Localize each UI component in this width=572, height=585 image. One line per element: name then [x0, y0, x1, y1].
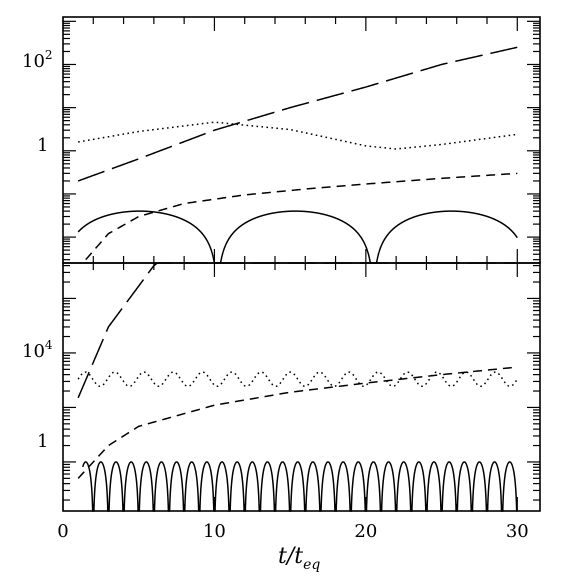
top-axis-ticks: [62, 17, 540, 263]
bottom-axis-frame: [62, 262, 541, 512]
bottom-axis-ticks: [62, 263, 540, 511]
top-ytick-label-100: 102: [22, 48, 53, 72]
bottom-ytick-label-10000: 104: [22, 338, 53, 362]
x-tick-label-30: 30: [506, 521, 529, 542]
top-panel: 102 1: [22, 16, 541, 264]
bottom-series-solid: [81, 461, 518, 512]
bottom-series-dotted: [77, 371, 518, 388]
top-ytick-label-1: 1: [37, 135, 48, 156]
bottom-series-short-dash: [77, 366, 518, 479]
x-tick-label-20: 20: [354, 521, 377, 542]
x-tick-labels: 0 10 20 30: [57, 521, 528, 542]
bottom-series-long-dash: [77, 262, 518, 399]
top-series-dotted: [78, 121, 518, 150]
bottom-series: [77, 262, 518, 512]
top-series-solid: [77, 210, 518, 264]
x-axis-label: t/teq: [278, 544, 320, 573]
top-axis-frame: [62, 16, 541, 264]
top-series-long-dash: [77, 46, 518, 182]
bottom-ytick-label-1: 1: [37, 431, 48, 452]
bottom-panel: 104 1: [22, 262, 541, 512]
top-series: [77, 46, 518, 264]
x-tick-label-0: 0: [57, 521, 68, 542]
x-tick-label-10: 10: [203, 521, 226, 542]
top-series-short-dash: [85, 172, 518, 261]
